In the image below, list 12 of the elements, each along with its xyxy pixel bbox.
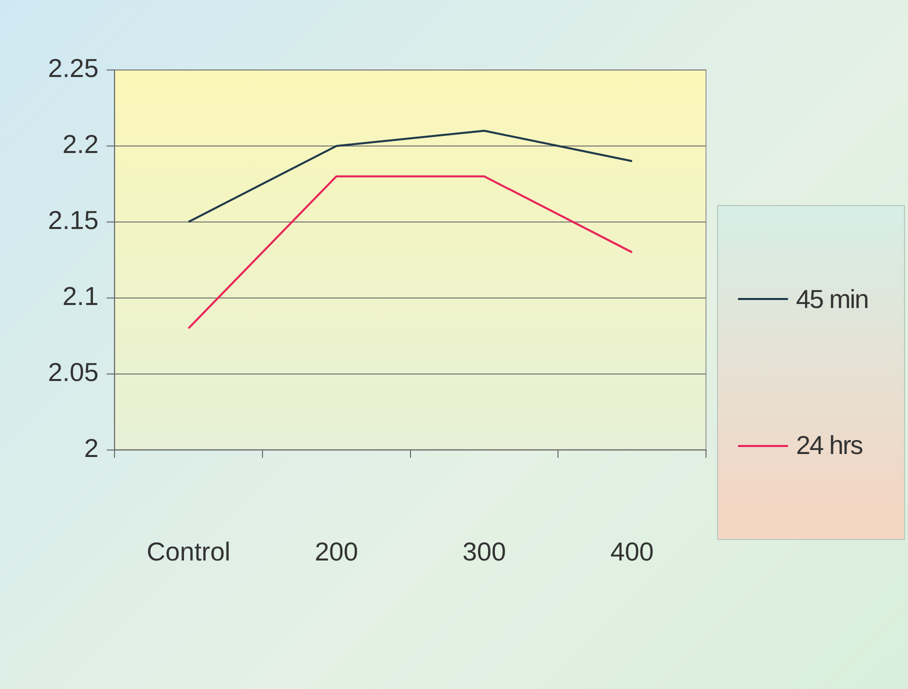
- y-tick-label: 2.1: [62, 281, 99, 312]
- x-tick-label: 300: [462, 536, 506, 567]
- legend-label: 24 hrs: [796, 430, 862, 462]
- x-tick-label: Control: [146, 536, 230, 567]
- x-tick-label: 400: [610, 536, 654, 567]
- legend-label: 45 min: [796, 284, 868, 315]
- y-tick-label: 2: [84, 432, 99, 463]
- x-tick-label: 200: [314, 536, 358, 567]
- y-tick-label: 2.25: [48, 53, 99, 84]
- y-tick-label: 2.2: [62, 129, 99, 160]
- y-tick-label: 2.05: [48, 357, 99, 388]
- y-tick-label: 2.15: [48, 205, 99, 236]
